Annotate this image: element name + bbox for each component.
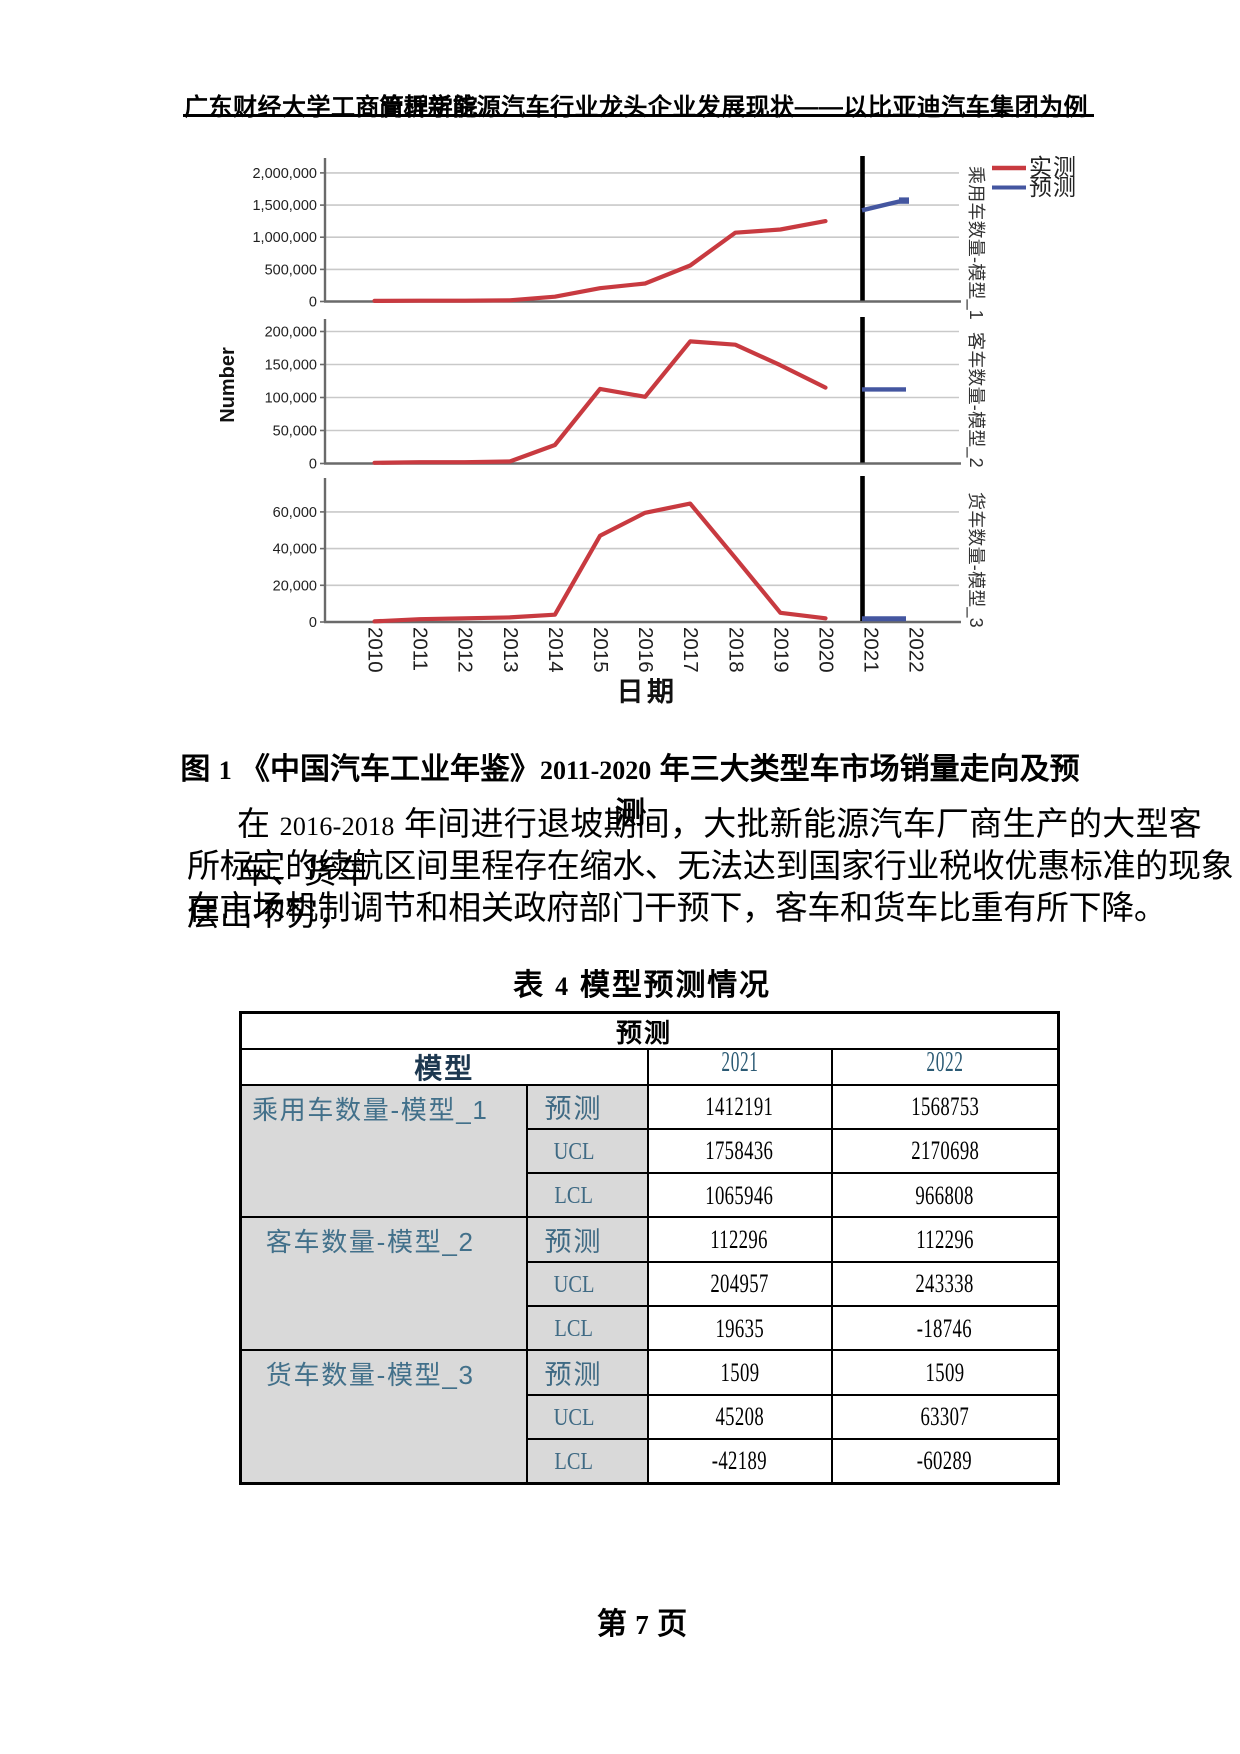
svg-text:60,000: 60,000: [273, 505, 317, 521]
svg-text:2018: 2018: [724, 627, 747, 673]
svg-text:2013: 2013: [499, 627, 522, 673]
svg-text:乘用车数量-模型_1: 乘用车数量-模型_1: [965, 166, 986, 320]
svg-text:1,000,000: 1,000,000: [252, 230, 317, 246]
svg-text:150,000: 150,000: [265, 358, 317, 374]
svg-text:0: 0: [309, 295, 317, 311]
svg-text:客车数量-模型_2: 客车数量-模型_2: [965, 332, 986, 468]
svg-text:货车数量-模型_3: 货车数量-模型_3: [965, 492, 986, 628]
svg-text:Number: Number: [217, 347, 239, 423]
svg-text:100,000: 100,000: [265, 391, 317, 407]
svg-text:20,000: 20,000: [273, 578, 317, 594]
svg-text:日期: 日期: [617, 677, 678, 707]
svg-text:2020: 2020: [815, 627, 838, 673]
svg-text:2010: 2010: [364, 627, 387, 673]
svg-text:2011: 2011: [409, 627, 432, 671]
svg-text:0: 0: [309, 457, 317, 473]
svg-text:2014: 2014: [544, 627, 567, 673]
svg-text:2022: 2022: [905, 627, 928, 673]
svg-text:2019: 2019: [769, 627, 792, 673]
svg-text:2015: 2015: [589, 627, 612, 673]
svg-text:2017: 2017: [679, 627, 702, 673]
svg-text:0: 0: [309, 615, 317, 631]
svg-text:200,000: 200,000: [265, 325, 317, 341]
svg-text:2,000,000: 2,000,000: [252, 166, 317, 182]
svg-text:40,000: 40,000: [273, 542, 317, 558]
svg-text:预测: 预测: [1029, 174, 1077, 200]
svg-text:2016: 2016: [634, 627, 657, 673]
svg-text:2012: 2012: [454, 627, 477, 673]
svg-text:500,000: 500,000: [265, 262, 317, 278]
svg-text:2021: 2021: [860, 627, 883, 673]
svg-text:1,500,000: 1,500,000: [252, 198, 317, 214]
svg-text:50,000: 50,000: [273, 424, 317, 440]
svg-text:实测: 实测: [1029, 154, 1077, 180]
